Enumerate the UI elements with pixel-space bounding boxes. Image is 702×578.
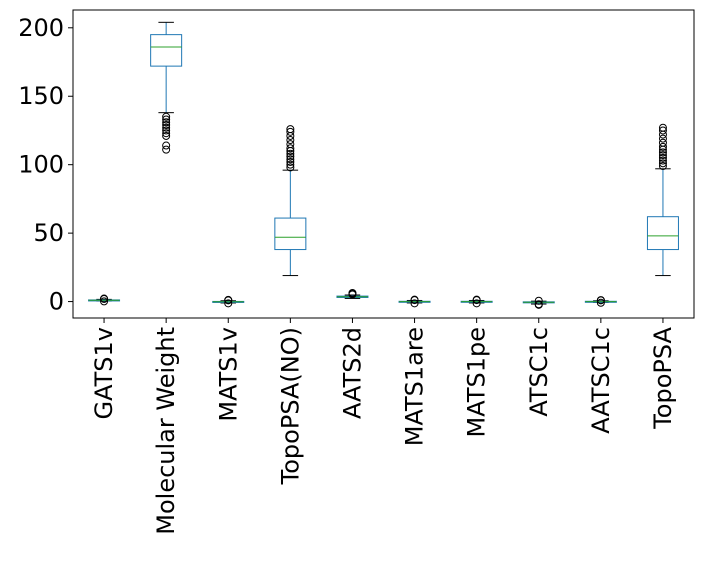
outlier-point — [224, 295, 233, 304]
outlier-point — [286, 127, 295, 136]
outlier-point — [596, 296, 605, 305]
outlier-point — [100, 294, 109, 303]
y-tick-label: 200 — [18, 14, 64, 42]
outlier-point — [534, 296, 543, 305]
x-axis: GATS1v Molecular Weight MATS1v TopoPSA(NO) A… — [90, 318, 677, 535]
outlier-point — [286, 163, 295, 172]
outlier-point — [658, 151, 667, 160]
outlier-point — [596, 298, 605, 307]
y-tick-label: 150 — [18, 82, 64, 110]
outlier-point — [658, 130, 667, 139]
outlier-point — [658, 142, 667, 151]
outlier-point — [348, 288, 357, 297]
outlier-point — [658, 134, 667, 143]
box-gats1v — [88, 294, 121, 306]
box-aatsc1c — [584, 296, 617, 307]
box-mats1pe — [460, 295, 493, 308]
outlier-point — [286, 157, 295, 166]
y-tick-label: 100 — [18, 151, 64, 179]
outlier-point — [162, 123, 171, 132]
plot-area — [88, 21, 679, 309]
outlier-point — [162, 129, 171, 138]
x-tick-label: ATSC1c — [525, 327, 553, 417]
x-tick-label: AATSC1c — [587, 327, 615, 434]
y-tick-label: 50 — [33, 219, 64, 247]
outlier-point — [162, 120, 171, 129]
box-mats1v — [212, 295, 245, 308]
outlier-point — [286, 140, 295, 149]
outlier-point — [410, 295, 419, 304]
iqr-box — [274, 217, 307, 251]
outlier-point — [286, 131, 295, 140]
y-axis: 0 50 100 150 200 — [18, 14, 73, 316]
outlier-point — [162, 112, 171, 121]
outlier-point — [658, 159, 667, 168]
y-tick-label: 0 — [49, 288, 64, 316]
outlier-point — [162, 141, 171, 150]
outlier-point — [286, 125, 295, 134]
outlier-point — [286, 160, 295, 169]
outlier-point — [162, 118, 171, 127]
outlier-point — [286, 144, 295, 153]
x-tick-label: MATS1are — [401, 327, 429, 446]
outlier-point — [658, 123, 667, 132]
x-tick-label: MATS1pe — [463, 327, 491, 437]
outlier-point — [472, 295, 481, 304]
box-topopsa — [646, 123, 679, 277]
outlier-point — [100, 297, 109, 306]
outlier-point — [658, 162, 667, 171]
outlier-point — [472, 299, 481, 308]
outlier-point — [410, 299, 419, 308]
outlier-point — [286, 136, 295, 145]
box-topopsa-no- — [274, 125, 307, 277]
x-tick-label: TopoPSA — [649, 326, 677, 429]
outlier-point — [286, 149, 295, 158]
outlier-point — [658, 138, 667, 147]
outlier-point — [286, 152, 295, 161]
axes-frame — [72, 9, 695, 319]
outlier-point — [286, 155, 295, 164]
iqr-box — [646, 216, 679, 251]
outlier-point — [162, 115, 171, 124]
x-tick-label: MATS1v — [214, 327, 242, 422]
outlier-point — [658, 126, 667, 135]
outlier-point — [162, 126, 171, 135]
x-tick-label: AATS2d — [338, 327, 366, 419]
box-molecular-weight — [150, 21, 183, 154]
outlier-point — [658, 156, 667, 165]
iqr-box — [150, 34, 183, 67]
outlier-point — [658, 153, 667, 162]
x-tick-label: GATS1v — [90, 327, 118, 420]
x-tick-label: TopoPSA(NO) — [276, 327, 304, 485]
outlier-point — [534, 300, 543, 309]
box-atsc1c — [522, 296, 555, 309]
box-aats2d — [336, 288, 369, 299]
outlier-point — [658, 148, 667, 157]
x-tick-label: Molecular Weight — [152, 327, 180, 535]
box-mats1are — [398, 295, 431, 308]
outlier-point — [224, 299, 233, 308]
outlier-point — [162, 145, 171, 154]
outlier-point — [162, 131, 171, 140]
